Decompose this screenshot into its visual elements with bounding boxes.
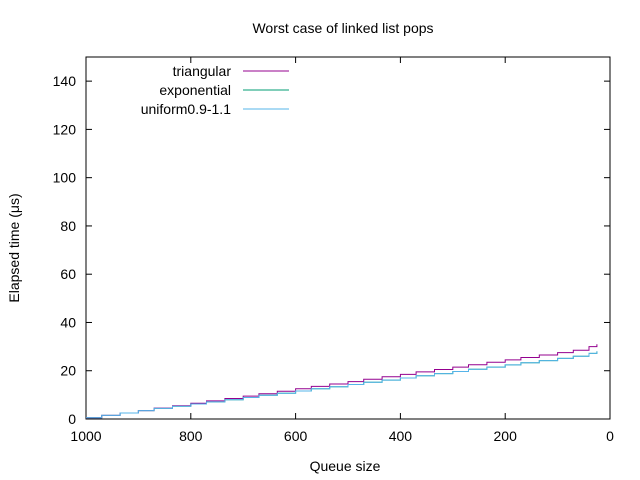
legend-label: triangular <box>173 63 232 79</box>
y-tick-label: 20 <box>60 363 76 379</box>
legend: triangular exponential uniform0.9-1.1 <box>141 63 289 117</box>
x-tick-label: 1000 <box>70 428 101 444</box>
chart-title: Worst case of linked list pops <box>252 20 433 36</box>
y-tick-label: 80 <box>60 218 76 234</box>
y-tick-label: 140 <box>53 73 77 89</box>
series-layer <box>86 344 598 419</box>
y-tick-label: 60 <box>60 266 76 282</box>
x-tick-label: 600 <box>284 428 308 444</box>
y-axis-label: Elapsed time (μs) <box>6 193 22 302</box>
ticks-layer: 1000 800 600 400 200 0 0 20 40 60 80 100 120 140 <box>53 57 614 444</box>
x-tick-label: 200 <box>494 428 518 444</box>
x-tick-label: 400 <box>389 428 413 444</box>
y-tick-label: 120 <box>53 121 77 137</box>
x-tick-label: 800 <box>179 428 203 444</box>
legend-label: exponential <box>159 82 231 98</box>
series-line-uniform0.9-1.1 <box>86 351 598 419</box>
plot-frame <box>85 56 611 420</box>
y-tick-label: 100 <box>53 170 77 186</box>
y-tick-label: 0 <box>68 411 76 427</box>
x-axis-label: Queue size <box>310 458 381 474</box>
legend-label: uniform0.9-1.1 <box>141 101 231 117</box>
x-tick-label: 0 <box>606 428 614 444</box>
series-line-triangular <box>86 344 598 419</box>
y-tick-label: 40 <box>60 314 76 330</box>
